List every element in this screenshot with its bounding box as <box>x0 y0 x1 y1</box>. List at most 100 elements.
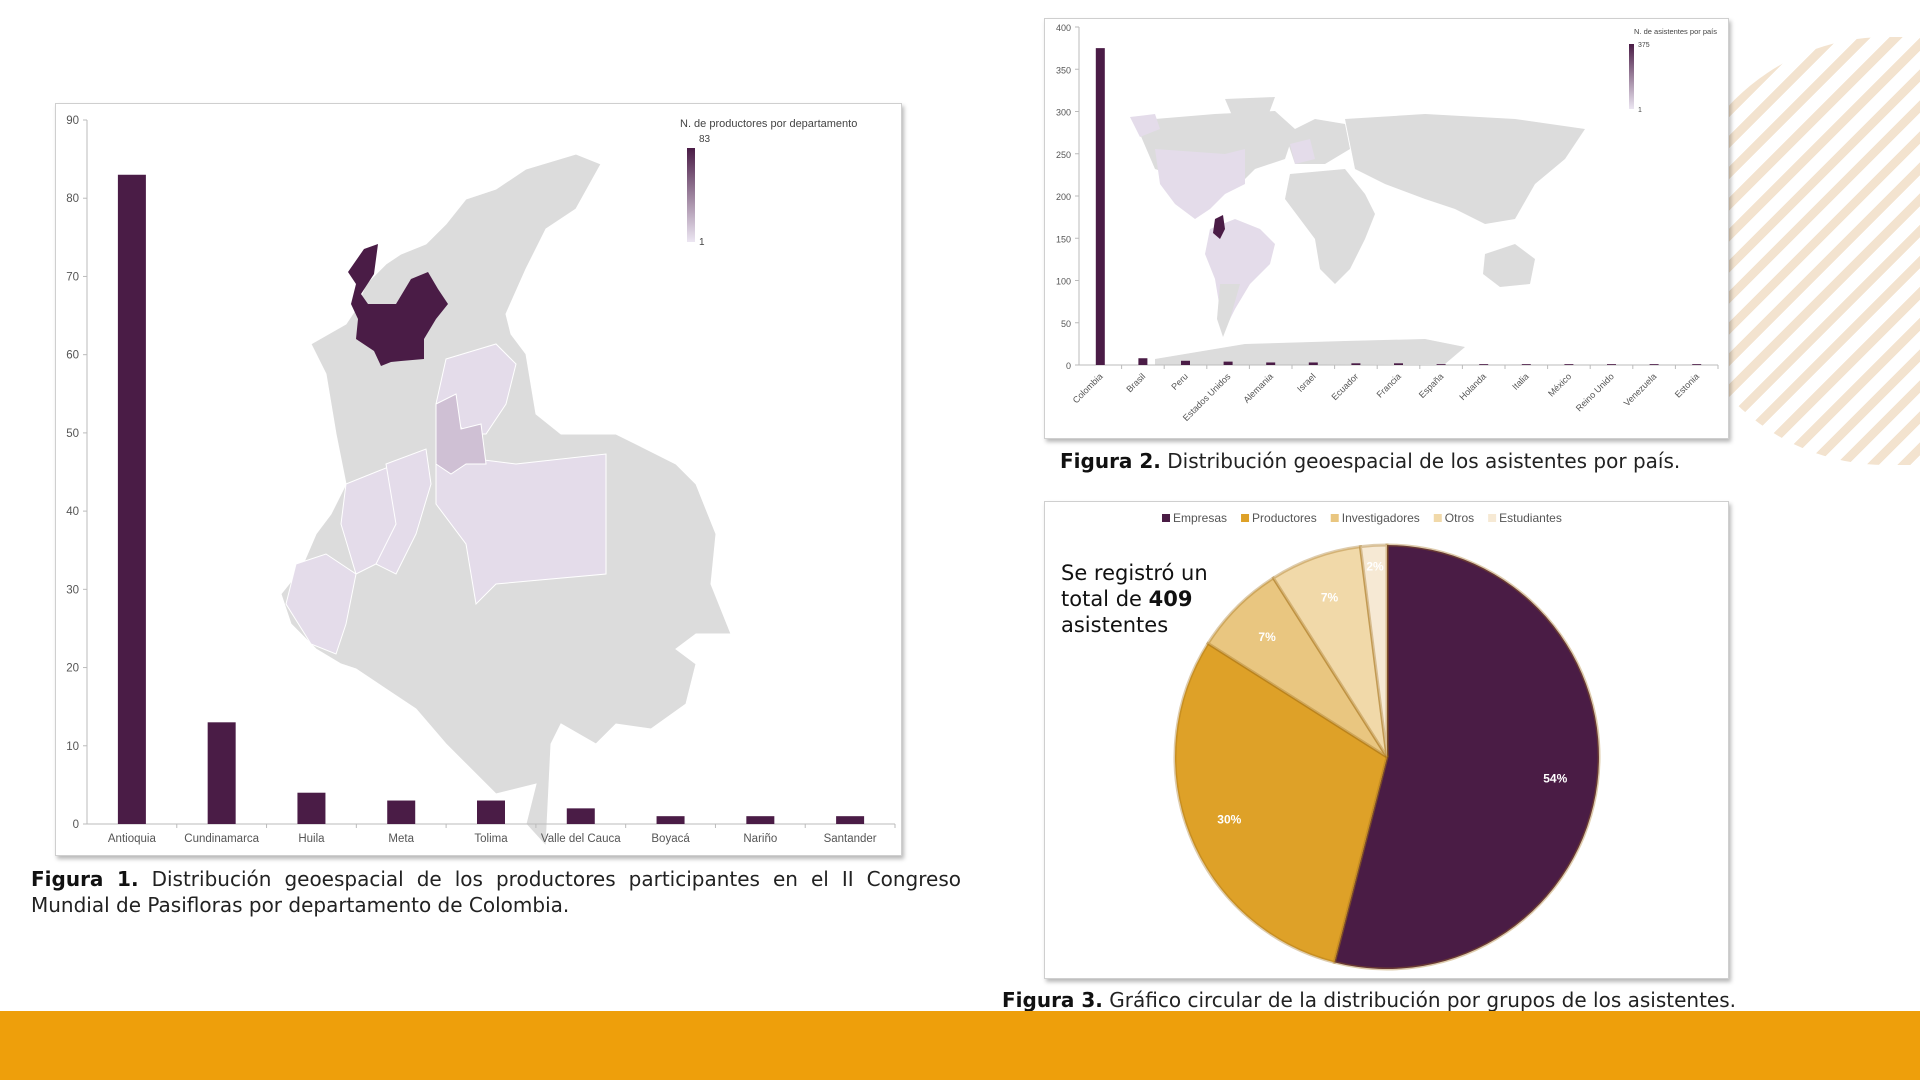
total-attendees-note: Se registró un total de 409 asistentes <box>1061 560 1231 638</box>
y-tick-label: 400 <box>1056 23 1071 33</box>
legend-swatch <box>1162 514 1170 522</box>
legend-label: Otros <box>1445 511 1474 525</box>
legend-label: Investigadores <box>1342 511 1420 525</box>
legend-item-investigadores: Investigadores <box>1330 511 1420 525</box>
y-tick-label: 60 <box>66 350 79 362</box>
note-text-end: asistentes <box>1061 613 1169 637</box>
bar-boyacá <box>656 816 685 824</box>
x-tick-label: Huila <box>298 833 325 845</box>
y-tick-label: 100 <box>1056 277 1071 287</box>
bar-reino-unido <box>1607 364 1616 365</box>
australia <box>1483 244 1535 287</box>
x-tick-label: Francia <box>1375 371 1403 399</box>
greenland <box>1225 97 1275 134</box>
pie-slice-productores <box>1173 641 1389 965</box>
pie-data-label: 7% <box>1258 630 1276 644</box>
x-tick-label: Boyacá <box>651 833 690 845</box>
bar-méxico <box>1564 364 1574 365</box>
alaska <box>1130 114 1160 137</box>
y-tick-label: 0 <box>1066 361 1071 371</box>
x-tick-label: Venezuela <box>1622 371 1659 408</box>
figure2-caption: Figura 2. Distribución geoespacial de lo… <box>1060 448 1680 474</box>
figure3-caption-label: Figura 3. <box>1002 988 1103 1012</box>
y-tick-label: 20 <box>66 663 79 675</box>
pie-slice-empresas <box>1332 543 1601 971</box>
x-tick-label: Valle del Cauca <box>541 833 621 845</box>
figure2-caption-text: Distribución geoespacial de los asistent… <box>1160 449 1681 473</box>
y-tick-label: 80 <box>66 193 79 205</box>
x-tick-label: Estonia <box>1673 371 1701 399</box>
figure1-legend-gradient <box>687 148 695 242</box>
region-light-5 <box>375 448 432 575</box>
europe-west <box>1290 139 1315 164</box>
legend-item-productores: Productores <box>1241 511 1317 525</box>
figure3-pie-chart: Empresas Productores Investigadores Otros Es… <box>1162 511 1601 971</box>
x-tick-label: Alemania <box>1242 371 1276 405</box>
usa-mexico <box>1155 149 1245 219</box>
region-dark-antioquia <box>348 244 448 366</box>
legend-swatch <box>1433 514 1442 522</box>
y-tick-label: 250 <box>1056 150 1071 160</box>
figure1-caption: Figura 1. Distribución geoespacial de lo… <box>31 866 961 918</box>
figure2-chart-panel: 0 50 100 150 200 250 300 350 400 Colombia Brasil Pe… <box>1044 18 1729 439</box>
figure1-caption-text: Distribución geoespacial de los producto… <box>31 867 961 917</box>
bar-antioquia <box>117 174 146 824</box>
x-tick-label: Peru <box>1169 371 1190 392</box>
y-tick-label: 40 <box>66 506 79 518</box>
x-tick-label: Brasil <box>1124 371 1147 394</box>
y-tick-label: 200 <box>1056 192 1071 202</box>
legend-label: Estudiantes <box>1499 511 1562 525</box>
note-total-value: 409 <box>1148 587 1193 611</box>
pie-data-label: 30% <box>1217 812 1241 826</box>
x-tick-label: Israel <box>1295 371 1318 394</box>
legend-swatch <box>1330 514 1339 522</box>
note-text: Se registró un total de <box>1061 561 1208 611</box>
region-light-4 <box>285 553 357 655</box>
y-tick-label: 50 <box>1061 319 1071 329</box>
footer-bar <box>0 1011 1920 1080</box>
bar-estonia <box>1692 364 1702 365</box>
x-tick-label: Ecuador <box>1330 371 1361 402</box>
legend-swatch <box>1488 514 1497 522</box>
south-america-south <box>1217 284 1240 337</box>
pie-slice-investigadores <box>1205 575 1389 759</box>
figure2-legend-title: N. de asistentes por país <box>1634 27 1717 36</box>
pie-slice-estudiantes <box>1358 543 1389 758</box>
x-tick-label: Santander <box>824 833 877 845</box>
y-tick-label: 30 <box>66 584 79 596</box>
figure1-legend-title: N. de productores por departamento <box>680 118 857 130</box>
figure1-legend-min: 1 <box>699 237 705 248</box>
y-tick-label: 350 <box>1056 65 1071 75</box>
legend-item-estudiantes: Estudiantes <box>1488 511 1562 525</box>
pie-data-label: 7% <box>1321 590 1339 604</box>
x-tick-label: Tolima <box>474 833 508 845</box>
x-tick-label: Nariño <box>743 833 777 845</box>
x-tick-label: Reino Unido <box>1574 371 1616 413</box>
y-tick-label: 10 <box>66 741 79 753</box>
x-tick-label: Meta <box>388 833 414 845</box>
figure2-legend-max: 375 <box>1638 42 1650 49</box>
bar-holanda <box>1479 364 1489 365</box>
figure1-chart-panel: 0 10 20 30 40 50 60 70 80 90 Antioquia Cundinamarca… <box>55 103 902 856</box>
legend-label: Productores <box>1252 511 1317 525</box>
x-tick-label: Holanda <box>1457 371 1488 402</box>
bar-santander <box>836 816 865 824</box>
bar-valle-del-cauca <box>566 808 595 824</box>
bar-venezuela <box>1649 364 1659 365</box>
bar-alemania <box>1266 362 1276 365</box>
bar-brasil <box>1138 358 1148 365</box>
legend-item-otros: Otros <box>1433 511 1474 525</box>
antarctica <box>1155 339 1465 365</box>
bar-ecuador <box>1351 363 1361 365</box>
figure2-legend-gradient <box>1629 44 1634 109</box>
asia <box>1345 114 1585 224</box>
y-tick-label: 70 <box>66 271 79 283</box>
legend-label: Empresas <box>1173 511 1227 525</box>
bar-nariño <box>746 816 775 824</box>
y-tick-label: 50 <box>66 428 79 440</box>
figure1-legend-max: 83 <box>699 134 711 145</box>
bar-españa <box>1436 364 1446 365</box>
figure2-chart: 0 50 100 150 200 250 300 350 400 Colombia Brasil Pe… <box>1056 23 1719 423</box>
figure1-caption-label: Figura 1. <box>31 867 139 891</box>
bar-huila <box>297 792 326 824</box>
